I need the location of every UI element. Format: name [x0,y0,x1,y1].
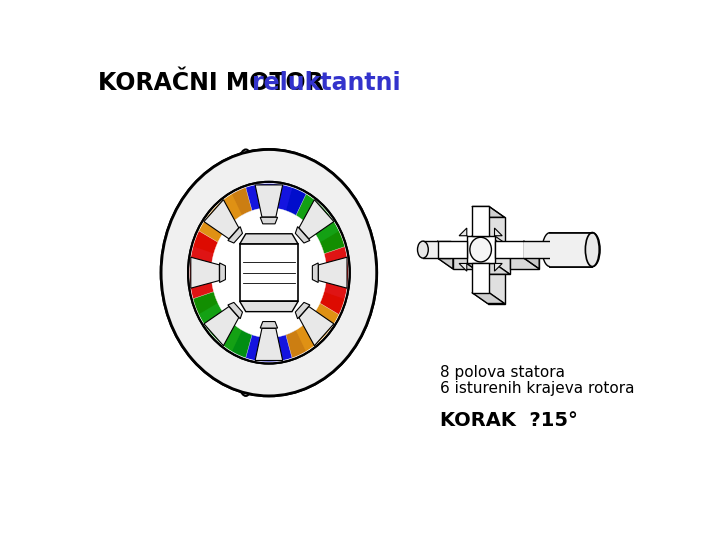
Polygon shape [523,241,539,269]
Ellipse shape [542,233,558,267]
Polygon shape [220,263,225,282]
Ellipse shape [161,150,377,396]
Ellipse shape [585,233,600,267]
Polygon shape [286,187,345,254]
Polygon shape [240,244,298,301]
Ellipse shape [585,233,599,267]
Polygon shape [240,301,298,312]
Polygon shape [472,206,505,217]
Polygon shape [204,307,239,346]
Ellipse shape [161,150,377,396]
Polygon shape [295,302,310,319]
Polygon shape [299,307,334,346]
Text: KORAČNI MOTOR: KORAČNI MOTOR [98,71,324,95]
Polygon shape [232,330,306,362]
Polygon shape [299,200,334,239]
Polygon shape [459,228,467,236]
Bar [550,233,593,267]
Polygon shape [318,257,347,288]
Polygon shape [228,302,243,319]
Bar [523,241,550,258]
Ellipse shape [188,182,350,363]
Polygon shape [193,187,252,254]
Polygon shape [255,328,283,361]
Polygon shape [472,264,489,293]
Ellipse shape [470,237,492,262]
Polygon shape [438,241,453,269]
Polygon shape [286,292,345,358]
Polygon shape [472,206,489,236]
Ellipse shape [418,241,428,258]
Polygon shape [487,217,505,247]
Text: KORAK  ?15°: KORAK ?15° [440,411,577,430]
Polygon shape [240,234,298,244]
Polygon shape [510,252,539,269]
Polygon shape [495,228,503,236]
Polygon shape [255,185,283,217]
Text: 8 polova statora: 8 polova statora [440,365,565,380]
Polygon shape [472,293,505,303]
Polygon shape [467,264,510,274]
Bar [423,241,450,258]
Text: 6 isturenih krajeva rotora: 6 isturenih krajeva rotora [440,381,634,395]
Polygon shape [467,236,495,264]
Polygon shape [453,252,482,269]
Polygon shape [320,231,348,314]
Polygon shape [482,247,510,274]
Polygon shape [295,227,310,243]
Polygon shape [459,264,467,271]
Polygon shape [438,241,467,258]
Polygon shape [312,263,318,282]
Polygon shape [193,292,252,358]
Polygon shape [495,264,503,271]
Polygon shape [228,227,243,243]
Polygon shape [260,217,278,224]
Polygon shape [189,231,218,314]
Text: reluktantni: reluktantni [252,71,400,95]
Polygon shape [191,257,220,288]
Bar [550,233,593,267]
Polygon shape [204,200,239,239]
Polygon shape [487,274,505,303]
Polygon shape [232,184,306,215]
Polygon shape [260,321,278,328]
Ellipse shape [227,150,265,396]
Polygon shape [495,241,523,258]
